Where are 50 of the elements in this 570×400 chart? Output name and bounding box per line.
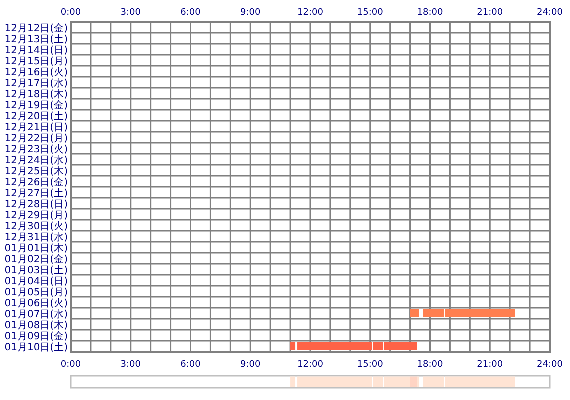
y-tick-label: 12月29日(月) [4,210,68,222]
y-tick-label: 01月08日(木) [4,320,68,332]
x2-tick-label: 6:00 [180,360,202,370]
y-tick-label: 01月04日(日) [4,276,68,288]
y-tick-label: 12月23日(火) [4,144,68,156]
y-tick-label: 12月25日(木) [4,166,68,178]
y-tick-label: 12月17日(水) [4,78,68,90]
x2-tick-label: 15:00 [357,360,384,370]
y-tick-label: 12月12日(金) [4,22,68,34]
x-tick-label: 3:00 [120,8,142,18]
y-tick-label: 01月01日(木) [4,242,68,254]
x2-tick-label: 18:00 [417,360,444,370]
x2-tick-label: 12:00 [298,360,324,370]
y-tick-label: 12月20日(土) [4,110,68,122]
y-tick-label: 12月19日(金) [4,100,68,112]
x-tick-label: 21:00 [477,8,504,18]
y-tick-label: 12月30日(火) [4,220,68,232]
y-tick-label: 12月18日(木) [4,88,68,100]
x2-tick-label: 24:00 [537,360,564,370]
y-tick-label: 12月13日(土) [4,34,68,46]
y-tick-label: 12月24日(水) [4,154,68,166]
bar [410,376,418,388]
y-tick-label: 12月22日(月) [4,134,68,144]
y-tick-label: 12月27日(土) [4,188,68,200]
x2-tick-label: 21:00 [477,360,504,370]
x-tick-label: 0:00 [60,8,82,18]
y-tick-label: 12月15日(月) [4,56,68,68]
y-tick-label: 01月03日(土) [4,264,68,276]
y-tick-label: 12月28日(日) [4,200,68,210]
y-tick-label: 12月26日(金) [4,176,68,188]
x2-tick-label: 9:00 [240,360,261,370]
y-tick-label: 12月14日(日) [4,46,68,56]
y-tick-label: 01月06日(火) [4,298,68,310]
x-tick-label: 12:00 [298,8,324,18]
y-tick-label: 01月07日(水) [4,308,68,320]
x2-tick-label: 3:00 [120,360,142,370]
x2-tick-label: 0:00 [60,360,82,370]
x-tick-label: 15:00 [357,8,384,18]
y-tick-label: 01月05日(月) [4,288,68,298]
y-tick-label: 12月21日(日) [4,122,68,134]
y-tick-label: 12月16日(火) [4,66,68,78]
y-tick-label: 12月31日(水) [4,232,68,244]
y-tick-label: 01月10日(土) [4,342,68,354]
x-tick-label: 6:00 [180,8,202,18]
y-tick-label: 01月02日(金) [4,254,68,266]
bar [290,376,296,388]
x-tick-label: 18:00 [417,8,444,18]
x-tick-label: 24:00 [537,8,564,18]
y-tick-label: 01月09日(金) [4,330,68,342]
x-tick-label: 9:00 [240,8,261,18]
